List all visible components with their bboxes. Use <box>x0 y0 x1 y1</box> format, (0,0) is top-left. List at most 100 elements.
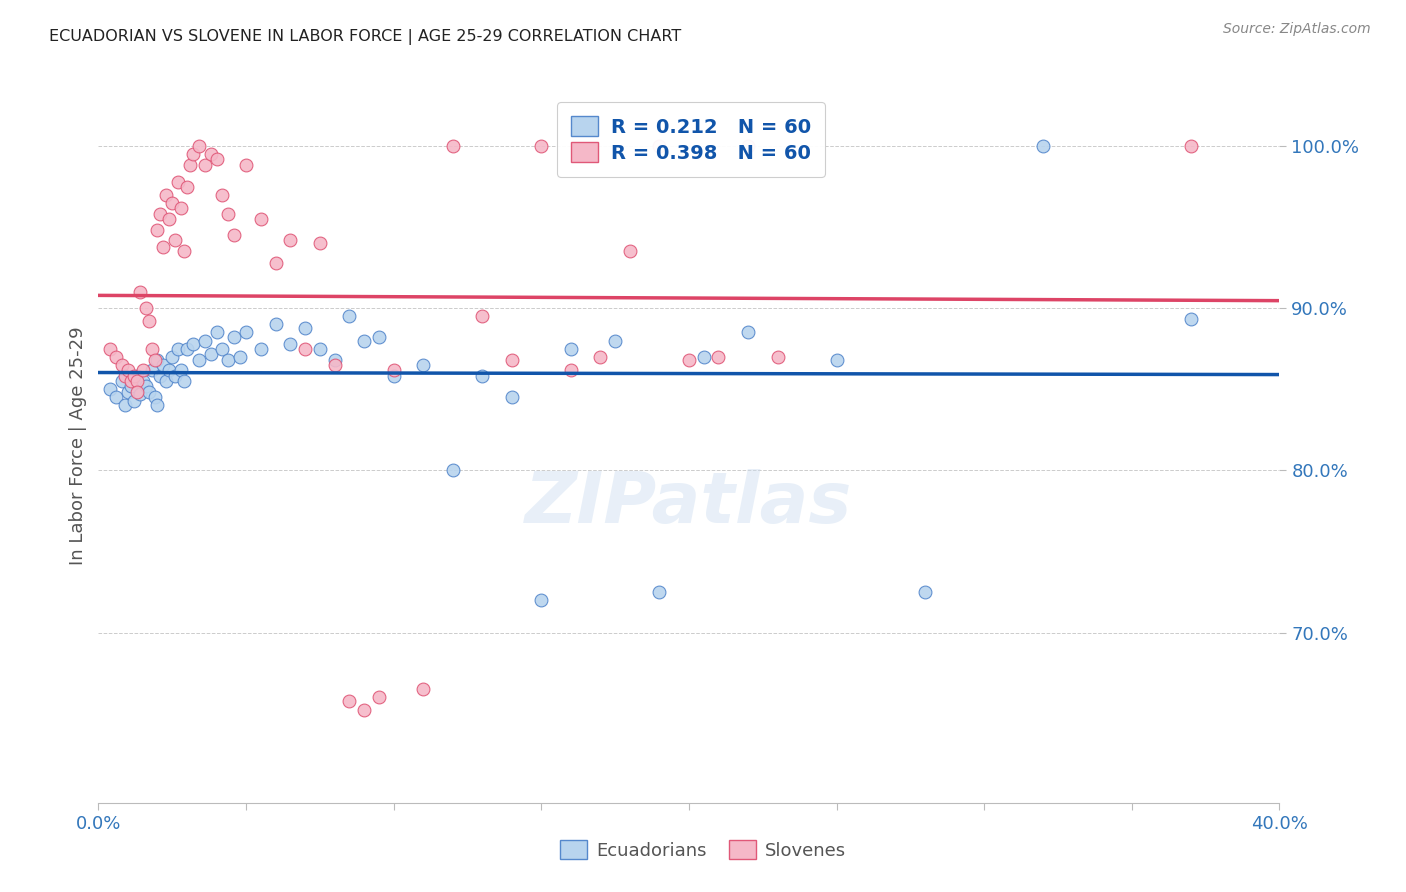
Point <box>217 353 239 368</box>
Point <box>120 374 142 388</box>
Point <box>382 369 405 384</box>
Point <box>1180 312 1202 326</box>
Point <box>122 369 145 384</box>
Point <box>138 385 160 400</box>
Point <box>167 342 190 356</box>
Point <box>353 703 375 717</box>
Point <box>294 342 316 356</box>
Point <box>146 399 169 413</box>
Point <box>167 175 190 189</box>
Point <box>205 152 228 166</box>
Point <box>162 350 183 364</box>
Point <box>309 236 332 251</box>
Point <box>162 195 183 210</box>
Point <box>122 393 145 408</box>
Point <box>323 358 346 372</box>
Point <box>187 139 209 153</box>
Point <box>157 211 180 226</box>
Point <box>114 399 136 413</box>
Point <box>98 342 121 356</box>
Point <box>138 314 160 328</box>
Point <box>737 139 759 153</box>
Point <box>149 207 172 221</box>
Point <box>707 350 730 364</box>
Text: ECUADORIAN VS SLOVENE IN LABOR FORCE | AGE 25-29 CORRELATION CHART: ECUADORIAN VS SLOVENE IN LABOR FORCE | A… <box>49 29 682 45</box>
Point <box>114 369 136 384</box>
Point <box>105 390 128 404</box>
Point <box>125 374 148 388</box>
Point <box>135 301 157 315</box>
Point <box>605 334 627 348</box>
Point <box>368 330 391 344</box>
Point <box>173 244 195 259</box>
Point <box>152 358 174 372</box>
Point <box>170 363 193 377</box>
Point <box>176 342 198 356</box>
Point <box>194 158 217 172</box>
Point <box>441 139 464 153</box>
Point <box>224 330 246 344</box>
Point <box>217 207 239 221</box>
Point <box>155 374 177 388</box>
Point <box>619 244 641 259</box>
Point <box>294 320 316 334</box>
Legend: R = 0.212   N = 60, R = 0.398   N = 60: R = 0.212 N = 60, R = 0.398 N = 60 <box>557 103 825 177</box>
Point <box>117 363 139 377</box>
Point <box>149 369 172 384</box>
Point <box>98 382 121 396</box>
Y-axis label: In Labor Force | Age 25-29: In Labor Force | Age 25-29 <box>69 326 87 566</box>
Point <box>382 363 405 377</box>
Text: Source: ZipAtlas.com: Source: ZipAtlas.com <box>1223 22 1371 37</box>
Point <box>179 158 201 172</box>
Point <box>143 390 166 404</box>
Point <box>152 239 174 253</box>
Point <box>181 336 204 351</box>
Point <box>441 463 464 477</box>
Point <box>678 353 700 368</box>
Point <box>117 385 139 400</box>
Point <box>141 363 163 377</box>
Point <box>211 187 233 202</box>
Point <box>737 326 759 340</box>
Point <box>211 342 233 356</box>
Point <box>128 285 150 299</box>
Point <box>125 385 148 400</box>
Point <box>280 233 302 247</box>
Point <box>264 318 287 332</box>
Point <box>412 682 434 697</box>
Text: ZIPatlas: ZIPatlas <box>526 468 852 538</box>
Point <box>914 585 936 599</box>
Point <box>224 228 246 243</box>
Point <box>1032 139 1054 153</box>
Point <box>280 336 302 351</box>
Point <box>205 326 228 340</box>
Point <box>693 350 716 364</box>
Point <box>309 342 332 356</box>
Point <box>132 374 155 388</box>
Point <box>105 350 128 364</box>
Point <box>471 369 494 384</box>
Point <box>530 139 553 153</box>
Point <box>141 342 163 356</box>
Point <box>194 334 217 348</box>
Point <box>589 350 612 364</box>
Point <box>412 358 434 372</box>
Point <box>766 350 789 364</box>
Point <box>339 310 361 324</box>
Point <box>187 353 209 368</box>
Point <box>200 147 222 161</box>
Point <box>501 390 523 404</box>
Point <box>530 593 553 607</box>
Point <box>825 353 848 368</box>
Point <box>235 326 257 340</box>
Point <box>120 379 142 393</box>
Point <box>250 342 273 356</box>
Point <box>501 353 523 368</box>
Point <box>146 223 169 237</box>
Point <box>165 233 187 247</box>
Point <box>229 350 252 364</box>
Point <box>111 358 134 372</box>
Point <box>132 363 155 377</box>
Point <box>264 256 287 270</box>
Point <box>339 693 361 707</box>
